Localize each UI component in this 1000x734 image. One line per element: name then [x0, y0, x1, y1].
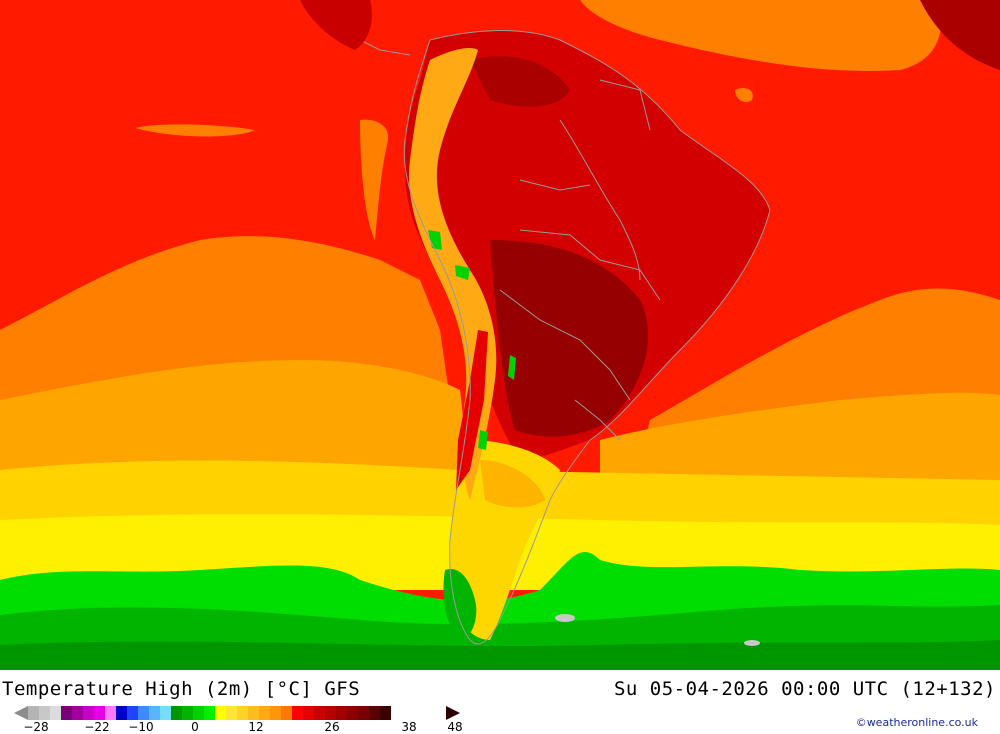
legend-swatch — [83, 706, 94, 720]
mild-band — [0, 360, 470, 490]
legend-tick-label: 12 — [248, 720, 264, 734]
legend-swatch — [358, 706, 369, 720]
legend-swatch — [193, 706, 204, 720]
patagonia-warm — [480, 460, 545, 508]
legend-swatch — [259, 706, 270, 720]
legend-swatch — [138, 706, 149, 720]
legend-swatch — [182, 706, 193, 720]
legend-arrow-low-icon — [14, 706, 28, 720]
legend-swatch — [215, 706, 226, 720]
legend-tick-label: −28 — [23, 720, 49, 734]
legend-swatch — [380, 706, 391, 720]
legend-swatch — [336, 706, 347, 720]
legend-swatch — [369, 706, 380, 720]
legend-swatch — [72, 706, 83, 720]
legend-tick-label: −22 — [84, 720, 110, 734]
temperature-map — [0, 0, 1000, 670]
legend-swatch — [149, 706, 160, 720]
warm-patch-3 — [735, 88, 753, 102]
chile-coast-red — [456, 330, 488, 490]
darkest-green-band — [0, 640, 1000, 670]
very-hot-interior — [490, 240, 649, 437]
legend-swatch — [325, 706, 336, 720]
warm-patch-1 — [135, 124, 255, 137]
map-title: Temperature High (2m) [°C] GFS — [2, 678, 361, 700]
legend-tick-label: 26 — [324, 720, 340, 734]
legend-swatch — [303, 706, 314, 720]
legend-swatch — [116, 706, 127, 720]
very-hot-north — [470, 56, 570, 107]
legend-tick-label: 38 — [401, 720, 417, 734]
legend-swatch — [226, 706, 237, 720]
legend-swatch — [292, 706, 303, 720]
legend-tick-label: −10 — [128, 720, 154, 734]
legend-swatch — [39, 706, 50, 720]
north-hot-patch — [920, 0, 1000, 70]
credit-link[interactable]: ©weatheronline.co.uk — [855, 716, 978, 729]
legend-swatch — [28, 706, 39, 720]
legend-swatch — [237, 706, 248, 720]
legend-tick-label: 48 — [447, 720, 463, 734]
legend-swatch — [160, 706, 171, 720]
legend-swatch — [281, 706, 292, 720]
warm-patch-2 — [360, 119, 389, 240]
legend-swatch — [61, 706, 72, 720]
legend-tick-label: 0 — [191, 720, 199, 734]
map-footer: Temperature High (2m) [°C] GFS Su 05-04-… — [0, 670, 1000, 734]
legend-swatch — [94, 706, 105, 720]
color-legend — [28, 706, 391, 720]
legend-swatch — [270, 706, 281, 720]
legend-arrow-high-icon — [446, 706, 460, 720]
falkland-islands — [555, 614, 575, 622]
legend-swatch — [171, 706, 182, 720]
legend-swatch — [204, 706, 215, 720]
legend-swatch — [127, 706, 138, 720]
legend-swatch — [50, 706, 61, 720]
central-america-hot — [300, 0, 372, 50]
legend-swatch — [347, 706, 358, 720]
map-valid-time: Su 05-04-2026 00:00 UTC (12+132) — [613, 678, 996, 700]
warm-band-northeast — [580, 0, 942, 71]
legend-swatch — [248, 706, 259, 720]
south-georgia — [744, 640, 760, 646]
legend-swatch — [314, 706, 325, 720]
legend-swatch — [105, 706, 116, 720]
